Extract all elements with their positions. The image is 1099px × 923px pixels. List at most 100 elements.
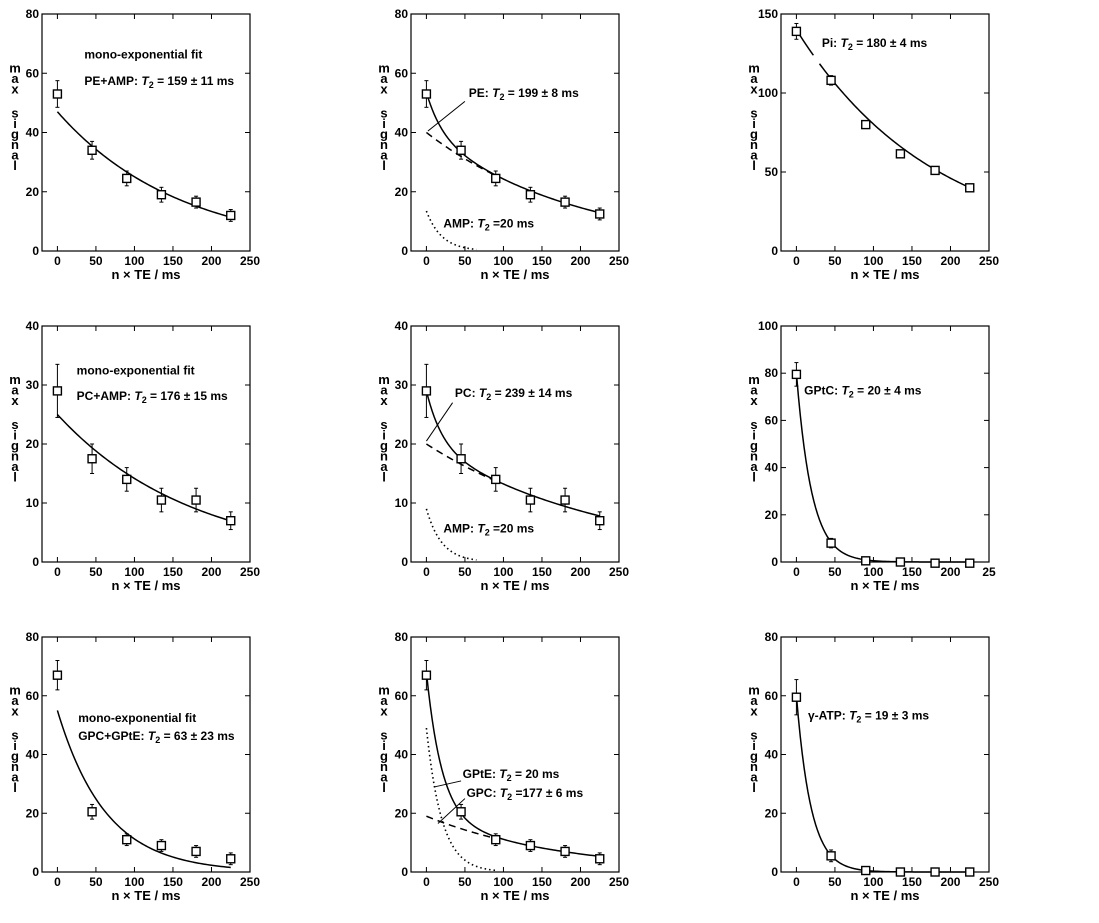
x-tick-label: 50 bbox=[458, 565, 472, 579]
data-point bbox=[895, 149, 906, 159]
data-point bbox=[930, 165, 940, 176]
annotation-atp: γ-ATP: T2 = 19 ± 3 ms bbox=[808, 708, 929, 724]
x-tick-label: 200 bbox=[570, 565, 590, 579]
data-point bbox=[191, 487, 201, 513]
annotation-leader bbox=[427, 101, 466, 132]
fit-curve-mono-exponential-fit bbox=[56, 413, 231, 522]
x-axis-title: n × TE / ms bbox=[112, 888, 181, 903]
y-tick-label: 40 bbox=[26, 126, 40, 140]
annotation-amp: AMP: T2 =20 ms bbox=[443, 216, 534, 232]
data-point bbox=[87, 803, 97, 820]
y-tick-label: 80 bbox=[765, 630, 779, 644]
plot-frame bbox=[780, 13, 990, 252]
y-tick-label: 20 bbox=[395, 806, 409, 820]
data-point bbox=[191, 845, 201, 858]
data-point bbox=[456, 443, 466, 474]
x-tick-label: 0 bbox=[423, 875, 430, 889]
point-marker bbox=[456, 807, 466, 817]
data-point bbox=[122, 467, 132, 492]
data-point bbox=[491, 467, 501, 492]
x-tick-label: 50 bbox=[828, 875, 842, 889]
point-marker bbox=[156, 495, 167, 505]
point-marker bbox=[861, 119, 871, 130]
x-tick-label: 250 bbox=[240, 875, 260, 889]
fit-curve-mono-exponential-fit bbox=[56, 111, 231, 218]
fit-curve-amp bbox=[425, 210, 477, 251]
point-marker bbox=[421, 89, 432, 99]
y-tick-label: 0 bbox=[771, 555, 778, 569]
point-marker bbox=[791, 26, 802, 37]
point-marker bbox=[156, 190, 167, 200]
y-tick-label: 40 bbox=[26, 319, 40, 333]
fit-curve-gptc-fit bbox=[795, 373, 970, 563]
y-tick-label: 80 bbox=[26, 630, 40, 644]
point-marker bbox=[191, 197, 201, 207]
data-point bbox=[525, 839, 536, 852]
point-marker bbox=[965, 183, 975, 193]
plot-frame bbox=[410, 636, 620, 873]
point-marker bbox=[930, 558, 940, 568]
data-point bbox=[861, 119, 871, 130]
y-tick-label: 20 bbox=[26, 806, 40, 820]
point-marker bbox=[421, 386, 432, 396]
point-marker bbox=[226, 854, 236, 864]
x-tick-label: 0 bbox=[793, 565, 800, 579]
point-marker bbox=[560, 197, 570, 207]
point-marker bbox=[861, 865, 871, 876]
data-point bbox=[226, 209, 236, 222]
x-axis-title: n × TE / ms bbox=[851, 578, 920, 593]
fit-curve-total bbox=[425, 672, 600, 858]
x-tick-label: 50 bbox=[828, 254, 842, 268]
x-tick-label: 200 bbox=[570, 875, 590, 889]
x-tick-label: 250 bbox=[979, 875, 999, 889]
point-marker bbox=[491, 834, 501, 845]
data-point bbox=[456, 803, 466, 820]
point-marker bbox=[560, 846, 570, 857]
point-marker bbox=[965, 867, 975, 877]
y-tick-label: 0 bbox=[401, 865, 408, 879]
point-marker bbox=[226, 210, 236, 221]
y-tick-label: 150 bbox=[758, 7, 778, 21]
data-point bbox=[491, 170, 501, 187]
data-point bbox=[560, 487, 570, 513]
x-tick-label: 150 bbox=[163, 875, 183, 889]
fit-curve-pi-fit bbox=[818, 63, 971, 189]
y-tick-label: 60 bbox=[395, 66, 409, 80]
chart-panel-row1-col1: 0 50 100 150 200 250 0 20 40 60 80 n × TE / ms m a x s… bbox=[9, 7, 260, 282]
y-tick-label: 100 bbox=[758, 86, 778, 100]
annotation-gpc: GPC: T2 =177 ± 6 ms bbox=[466, 786, 583, 802]
point-marker bbox=[226, 516, 236, 526]
point-marker bbox=[930, 867, 940, 877]
y-tick-label: 0 bbox=[771, 244, 778, 258]
x-axis-title: n × TE / ms bbox=[851, 888, 920, 903]
x-tick-label: 50 bbox=[89, 875, 103, 889]
fit-curve-total bbox=[425, 390, 600, 517]
x-axis-title: n × TE / ms bbox=[112, 578, 181, 593]
x-tick-label: 100 bbox=[493, 254, 513, 268]
y-tick-label: 60 bbox=[26, 689, 40, 703]
y-tick-label: 0 bbox=[401, 555, 408, 569]
data-point bbox=[965, 183, 975, 193]
data-point bbox=[791, 362, 802, 387]
point-marker bbox=[525, 190, 536, 200]
point-marker bbox=[456, 454, 466, 464]
point-marker bbox=[525, 840, 536, 851]
x-tick-label: 150 bbox=[902, 254, 922, 268]
y-tick-label: 20 bbox=[26, 437, 40, 451]
data-point bbox=[122, 170, 132, 187]
data-point bbox=[560, 845, 570, 858]
x-tick-label: 100 bbox=[124, 565, 144, 579]
y-tick-label: 20 bbox=[765, 508, 779, 522]
chart-panel-row3-col1: 0 50 100 150 200 250 0 20 40 60 80 n × TE / ms m a x s… bbox=[9, 630, 260, 903]
x-tick-label: 150 bbox=[163, 254, 183, 268]
chart-panel-row2-col1: 0 50 100 150 200 250 0 10 20 30 40 n × TE / ms m a x s… bbox=[9, 319, 260, 593]
point-marker bbox=[861, 556, 871, 566]
x-tick-label: 250 bbox=[609, 875, 629, 889]
y-tick-label: 40 bbox=[395, 126, 409, 140]
point-marker bbox=[791, 692, 802, 702]
point-marker bbox=[595, 516, 605, 526]
